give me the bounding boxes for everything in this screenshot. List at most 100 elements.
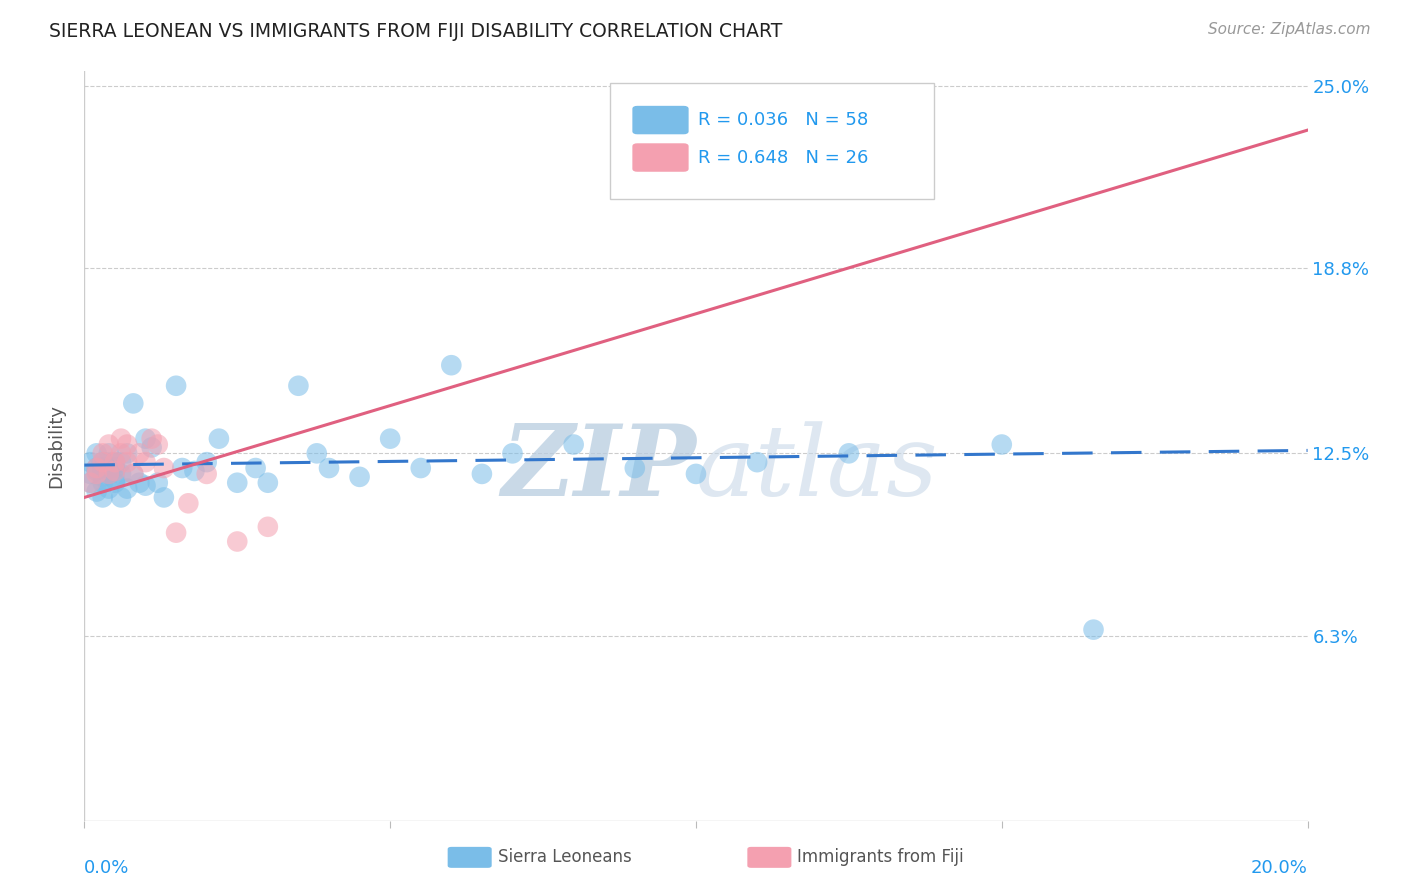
- Point: [91, 455, 114, 469]
- Point: [440, 358, 463, 372]
- Text: 0.0%: 0.0%: [84, 859, 129, 877]
- Point: [79, 475, 101, 490]
- Point: [141, 441, 163, 455]
- Point: [165, 525, 187, 540]
- Point: [91, 491, 114, 505]
- Point: [226, 534, 249, 549]
- Text: Source: ZipAtlas.com: Source: ZipAtlas.com: [1208, 22, 1371, 37]
- Text: ZIP: ZIP: [501, 420, 696, 516]
- Text: R = 0.648   N = 26: R = 0.648 N = 26: [699, 149, 869, 167]
- Point: [195, 455, 218, 469]
- Point: [115, 446, 138, 460]
- Point: [177, 496, 200, 510]
- Point: [110, 491, 132, 505]
- Point: [104, 461, 127, 475]
- Point: [172, 461, 194, 475]
- FancyBboxPatch shape: [633, 144, 689, 172]
- Point: [747, 455, 769, 469]
- Point: [305, 446, 328, 460]
- Point: [97, 467, 120, 481]
- Point: [115, 437, 138, 451]
- Point: [97, 446, 120, 460]
- Point: [562, 437, 585, 451]
- Point: [79, 475, 101, 490]
- Point: [287, 378, 309, 392]
- Point: [86, 464, 108, 478]
- Point: [146, 475, 169, 490]
- Point: [257, 475, 280, 490]
- Point: [380, 432, 402, 446]
- Point: [245, 461, 267, 475]
- Point: [115, 482, 138, 496]
- Point: [349, 470, 371, 484]
- Point: [97, 455, 120, 469]
- Point: [624, 182, 647, 196]
- Point: [135, 455, 157, 469]
- Point: [79, 455, 101, 469]
- Point: [165, 378, 187, 392]
- Text: atlas: atlas: [696, 421, 939, 516]
- Text: Sierra Leoneans: Sierra Leoneans: [498, 848, 631, 866]
- Text: SIERRA LEONEAN VS IMMIGRANTS FROM FIJI DISABILITY CORRELATION CHART: SIERRA LEONEAN VS IMMIGRANTS FROM FIJI D…: [49, 22, 783, 41]
- Point: [86, 461, 108, 475]
- Point: [91, 446, 114, 460]
- Point: [183, 464, 205, 478]
- Point: [146, 437, 169, 451]
- FancyBboxPatch shape: [748, 847, 792, 868]
- Point: [91, 455, 114, 469]
- Point: [502, 446, 524, 460]
- Point: [115, 455, 138, 469]
- Point: [104, 455, 127, 469]
- Y-axis label: Disability: Disability: [48, 404, 66, 488]
- Point: [104, 473, 127, 487]
- Point: [153, 461, 176, 475]
- Point: [409, 461, 432, 475]
- FancyBboxPatch shape: [633, 106, 689, 135]
- Point: [318, 461, 340, 475]
- Point: [135, 432, 157, 446]
- Point: [104, 475, 127, 490]
- Point: [624, 461, 647, 475]
- Point: [110, 455, 132, 469]
- Point: [79, 467, 101, 481]
- Point: [135, 478, 157, 492]
- Point: [153, 491, 176, 505]
- Point: [97, 437, 120, 451]
- Point: [110, 432, 132, 446]
- Point: [195, 467, 218, 481]
- Point: [91, 475, 114, 490]
- Text: Immigrants from Fiji: Immigrants from Fiji: [797, 848, 965, 866]
- Point: [86, 461, 108, 475]
- Point: [91, 461, 114, 475]
- Point: [122, 467, 145, 481]
- Point: [128, 446, 150, 460]
- Point: [208, 432, 231, 446]
- Point: [97, 482, 120, 496]
- Point: [128, 475, 150, 490]
- Point: [991, 437, 1014, 451]
- Point: [110, 446, 132, 460]
- Point: [141, 432, 163, 446]
- Point: [86, 467, 108, 481]
- Point: [104, 464, 127, 478]
- Point: [471, 467, 494, 481]
- Point: [110, 467, 132, 481]
- Point: [226, 475, 249, 490]
- Point: [122, 396, 145, 410]
- Point: [97, 467, 120, 481]
- Point: [898, 182, 921, 196]
- Point: [122, 467, 145, 481]
- Text: 20.0%: 20.0%: [1251, 859, 1308, 877]
- Point: [257, 520, 280, 534]
- Point: [86, 484, 108, 499]
- Point: [104, 455, 127, 469]
- Point: [91, 470, 114, 484]
- Point: [86, 446, 108, 460]
- FancyBboxPatch shape: [447, 847, 492, 868]
- Point: [838, 446, 860, 460]
- Point: [104, 464, 127, 478]
- Point: [1083, 623, 1105, 637]
- FancyBboxPatch shape: [610, 83, 935, 199]
- Point: [685, 467, 707, 481]
- Text: R = 0.036   N = 58: R = 0.036 N = 58: [699, 112, 869, 129]
